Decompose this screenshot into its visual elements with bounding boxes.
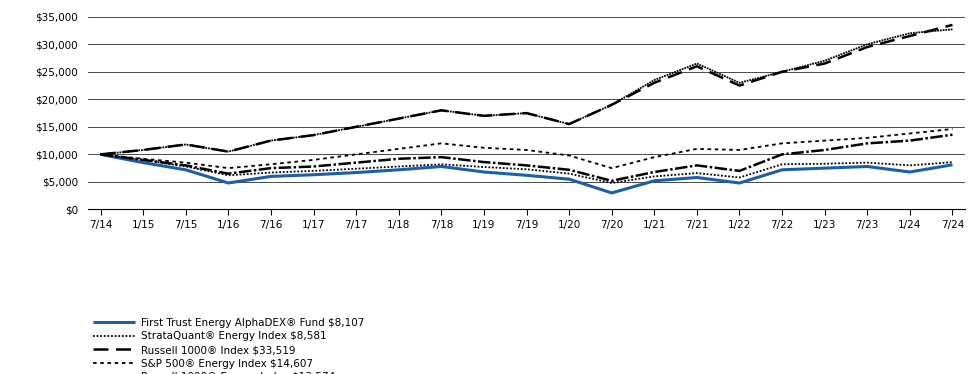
Legend: First Trust Energy AlphaDEX® Fund $8,107, StrataQuant® Energy Index $8,581, Russ: First Trust Energy AlphaDEX® Fund $8,107… bbox=[93, 318, 365, 374]
